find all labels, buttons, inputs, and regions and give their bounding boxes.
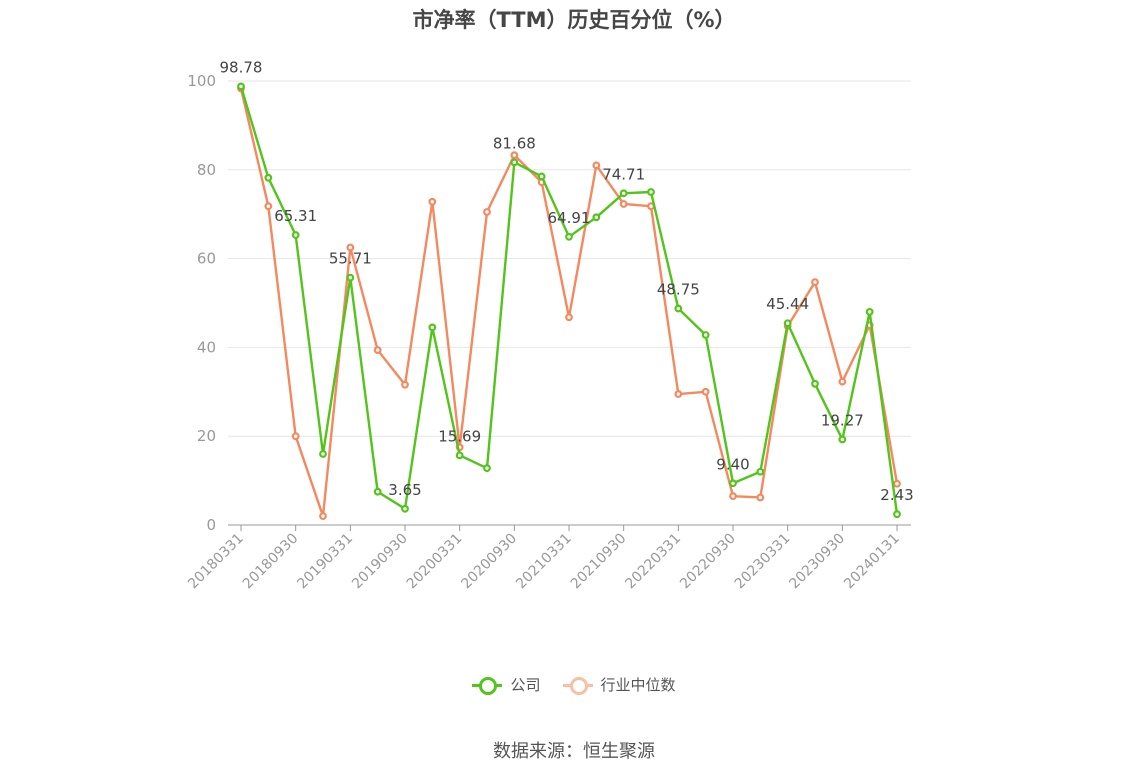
x-tick-label: 20180331 bbox=[185, 531, 247, 593]
data-point-company bbox=[319, 450, 327, 458]
y-tick-label: 20 bbox=[197, 427, 216, 445]
data-point-industry-median bbox=[346, 243, 355, 252]
data-label-company: 2.43 bbox=[880, 486, 913, 504]
data-point-industry-median bbox=[756, 493, 765, 502]
legend-swatch-company bbox=[472, 676, 503, 695]
data-point-company bbox=[729, 479, 737, 488]
x-tick-label: 20190930 bbox=[349, 531, 411, 593]
data-label-company: 15.69 bbox=[438, 427, 481, 445]
y-tick-label: 40 bbox=[197, 338, 216, 356]
data-point-industry-median bbox=[838, 377, 847, 386]
x-tick-label: 20230331 bbox=[732, 531, 794, 593]
axis-layer: 0 20 40 60 80 100 2018033120180930201903312019… bbox=[185, 72, 911, 592]
data-label-layer: 98.78 65.31 55.71 3.65 15.69 81.68 64.91 74.71 4… bbox=[220, 58, 914, 504]
data-point-company bbox=[893, 510, 901, 519]
data-point-company bbox=[291, 231, 300, 239]
data-point-company bbox=[428, 323, 437, 332]
data-label-company: 81.68 bbox=[493, 134, 536, 152]
data-point-company bbox=[565, 232, 573, 241]
data-point-industry-median bbox=[373, 346, 382, 354]
data-point-industry-median bbox=[264, 202, 273, 211]
x-tick-label: 20230930 bbox=[786, 531, 848, 593]
y-tick-label: 0 bbox=[206, 516, 216, 534]
legend-label-company: 公司 bbox=[510, 676, 541, 694]
grid-layer bbox=[228, 80, 911, 437]
y-tick-label: 80 bbox=[197, 161, 216, 179]
data-point-industry-median bbox=[674, 390, 683, 398]
data-label-company: 19.27 bbox=[821, 411, 864, 429]
data-point-company bbox=[701, 331, 710, 339]
data-point-company bbox=[373, 487, 382, 496]
series-layer bbox=[237, 82, 901, 521]
data-point-company bbox=[592, 213, 601, 222]
x-tick-label: 20190331 bbox=[294, 531, 356, 593]
y-tick-label: 60 bbox=[197, 250, 216, 268]
data-point-company bbox=[756, 467, 765, 476]
data-point-industry-median bbox=[893, 479, 901, 488]
data-label-company: 74.71 bbox=[602, 165, 645, 183]
data-point-company bbox=[510, 158, 519, 167]
data-point-industry-median bbox=[592, 161, 601, 170]
data-label-company: 3.65 bbox=[388, 481, 421, 499]
data-point-company bbox=[537, 172, 546, 181]
data-point-industry-median bbox=[291, 432, 300, 441]
x-tick-label: 20180930 bbox=[240, 531, 302, 593]
legend-item-industry-median[interactable]: 行业中位数 bbox=[562, 674, 676, 695]
data-point-company bbox=[346, 273, 355, 282]
data-point-company bbox=[237, 82, 245, 91]
data-point-industry-median bbox=[483, 208, 491, 216]
chart-title: 市净率（TTM）历史百分位（%） bbox=[412, 8, 736, 32]
data-point-company bbox=[838, 435, 847, 444]
data-label-company: 64.91 bbox=[548, 209, 591, 227]
data-label-company: 98.78 bbox=[220, 58, 263, 76]
data-point-company bbox=[619, 189, 628, 198]
data-point-company bbox=[455, 451, 464, 460]
legend-item-company[interactable]: 公司 bbox=[472, 674, 541, 695]
x-tick-label: 20210331 bbox=[513, 531, 575, 593]
data-label-company: 45.44 bbox=[766, 295, 809, 313]
data-label-company: 65.31 bbox=[274, 207, 317, 225]
data-point-industry-median bbox=[619, 200, 628, 208]
x-tick-label: 20240131 bbox=[841, 531, 903, 593]
data-source: 数据来源：恒生聚源 bbox=[493, 741, 655, 762]
data-point-company bbox=[865, 307, 874, 316]
x-tick-label: 20220930 bbox=[677, 531, 739, 593]
legend-swatch-industry-median bbox=[562, 676, 593, 695]
data-label-company: 55.71 bbox=[329, 250, 372, 268]
data-point-company bbox=[401, 504, 409, 513]
data-point-industry-median bbox=[510, 151, 519, 160]
data-point-company bbox=[647, 188, 655, 196]
data-label-company: 9.40 bbox=[716, 455, 749, 473]
line-chart: 0 20 40 60 80 100 2018033120180930201903312019… bbox=[185, 58, 914, 592]
x-tick-label: 20210930 bbox=[568, 531, 630, 593]
data-label-company: 48.75 bbox=[657, 281, 700, 299]
x-tick-label: 20220331 bbox=[622, 531, 684, 593]
x-tick-label: 20200331 bbox=[404, 531, 466, 593]
data-point-company bbox=[811, 379, 819, 388]
data-point-company bbox=[264, 173, 273, 182]
legend-label-industry-median: 行业中位数 bbox=[600, 676, 676, 694]
data-point-industry-median bbox=[565, 313, 573, 322]
data-point-company bbox=[783, 319, 792, 328]
data-point-industry-median bbox=[319, 512, 327, 521]
data-point-industry-median bbox=[729, 492, 737, 501]
data-point-industry-median bbox=[401, 380, 409, 389]
legend: 公司 行业中位数 bbox=[0, 674, 1148, 695]
data-point-industry-median bbox=[701, 387, 710, 396]
data-point-industry-median bbox=[811, 278, 819, 287]
y-tick-label: 100 bbox=[187, 72, 216, 90]
data-point-company bbox=[483, 464, 491, 473]
data-point-company bbox=[674, 304, 683, 313]
data-point-industry-median bbox=[428, 197, 437, 206]
x-tick-label: 20200930 bbox=[458, 531, 520, 593]
